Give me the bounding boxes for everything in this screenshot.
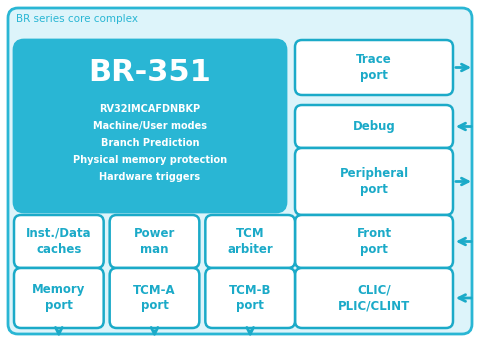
- FancyBboxPatch shape: [14, 215, 104, 268]
- FancyBboxPatch shape: [295, 148, 453, 215]
- FancyBboxPatch shape: [109, 268, 199, 328]
- Text: Power
man: Power man: [134, 227, 175, 256]
- Text: Physical memory protection: Physical memory protection: [73, 155, 227, 165]
- Text: Debug: Debug: [353, 120, 396, 133]
- FancyBboxPatch shape: [295, 40, 453, 95]
- Text: Front
port: Front port: [357, 227, 392, 256]
- Text: BR series core complex: BR series core complex: [16, 14, 138, 24]
- FancyBboxPatch shape: [14, 40, 286, 212]
- Text: Memory
port: Memory port: [32, 284, 85, 313]
- FancyBboxPatch shape: [14, 268, 104, 328]
- FancyBboxPatch shape: [205, 215, 295, 268]
- Text: RV32IMCAFDNBKP: RV32IMCAFDNBKP: [99, 104, 201, 114]
- Text: TCM-A
port: TCM-A port: [133, 284, 176, 313]
- Text: CLIC/
PLIC/CLINT: CLIC/ PLIC/CLINT: [338, 284, 410, 313]
- FancyBboxPatch shape: [205, 268, 295, 328]
- Text: Machine/User modes: Machine/User modes: [93, 121, 207, 131]
- Text: Branch Prediction: Branch Prediction: [101, 138, 199, 148]
- FancyBboxPatch shape: [109, 215, 199, 268]
- Text: TCM-B
port: TCM-B port: [229, 284, 271, 313]
- Text: Inst./Data
caches: Inst./Data caches: [26, 227, 92, 256]
- Text: TCM
arbiter: TCM arbiter: [228, 227, 273, 256]
- Text: BR-351: BR-351: [89, 58, 211, 87]
- Text: Hardware triggers: Hardware triggers: [99, 172, 201, 182]
- Text: Trace
port: Trace port: [356, 53, 392, 82]
- Text: Peripheral
port: Peripheral port: [339, 167, 408, 196]
- FancyBboxPatch shape: [295, 215, 453, 268]
- FancyBboxPatch shape: [295, 268, 453, 328]
- FancyBboxPatch shape: [8, 8, 472, 334]
- FancyBboxPatch shape: [295, 105, 453, 148]
